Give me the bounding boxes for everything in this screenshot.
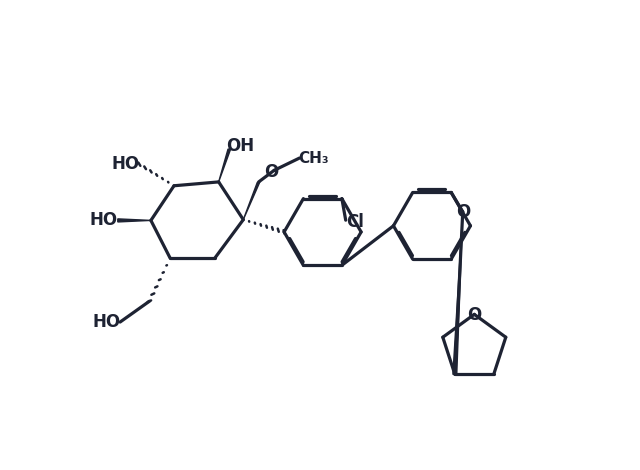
Text: O: O [467,306,481,324]
Polygon shape [243,181,260,219]
Text: Cl: Cl [346,213,364,231]
Text: HO: HO [90,212,118,229]
Text: OH: OH [226,138,254,156]
Polygon shape [453,212,463,374]
Text: O: O [456,203,470,221]
Text: HO: HO [111,155,140,173]
Text: HO: HO [92,313,120,331]
Polygon shape [219,149,231,182]
Text: CH₃: CH₃ [298,150,329,165]
Polygon shape [118,219,151,222]
Text: O: O [264,163,278,181]
